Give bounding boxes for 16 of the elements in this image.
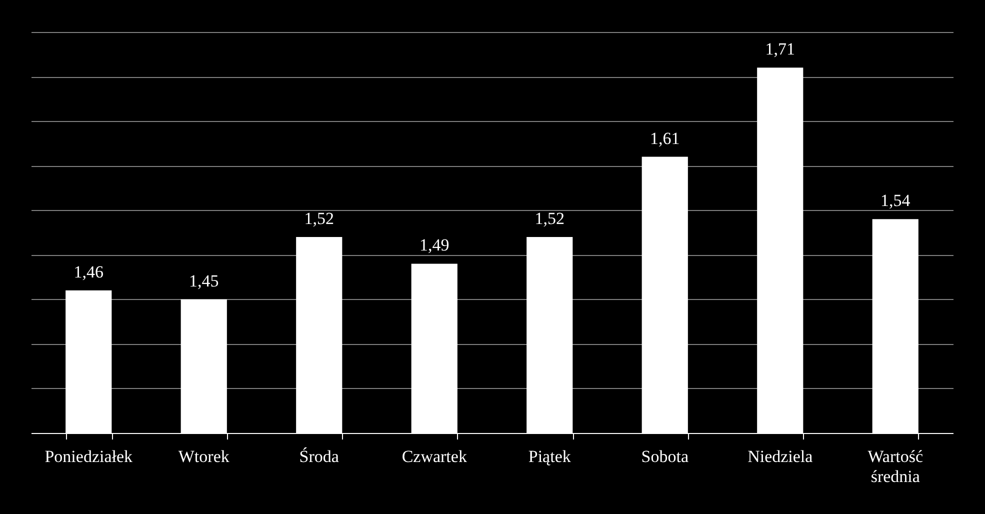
data-label: 1,52 [304,208,334,228]
x-tick-label: Środa [299,447,340,466]
x-tick-label: Piątek [528,447,572,466]
data-label: 1,54 [880,191,911,210]
data-label: 1,61 [650,128,680,148]
x-tick-label: Niedziela [748,447,814,466]
x-tick-label: Wtorek [178,447,230,466]
x-tick-label: Sobota [641,447,689,466]
data-label: 1,52 [534,208,564,228]
data-label: 1,46 [74,262,104,282]
x-tick-label: Poniedziałek [44,447,134,466]
data-label: 1,71 [765,40,795,59]
x-tick-label: Wartość średnia [868,447,924,486]
data-label: 1,49 [420,236,450,255]
data-label: 1,45 [189,271,219,290]
x-tick-label: Czwartek [402,447,468,466]
